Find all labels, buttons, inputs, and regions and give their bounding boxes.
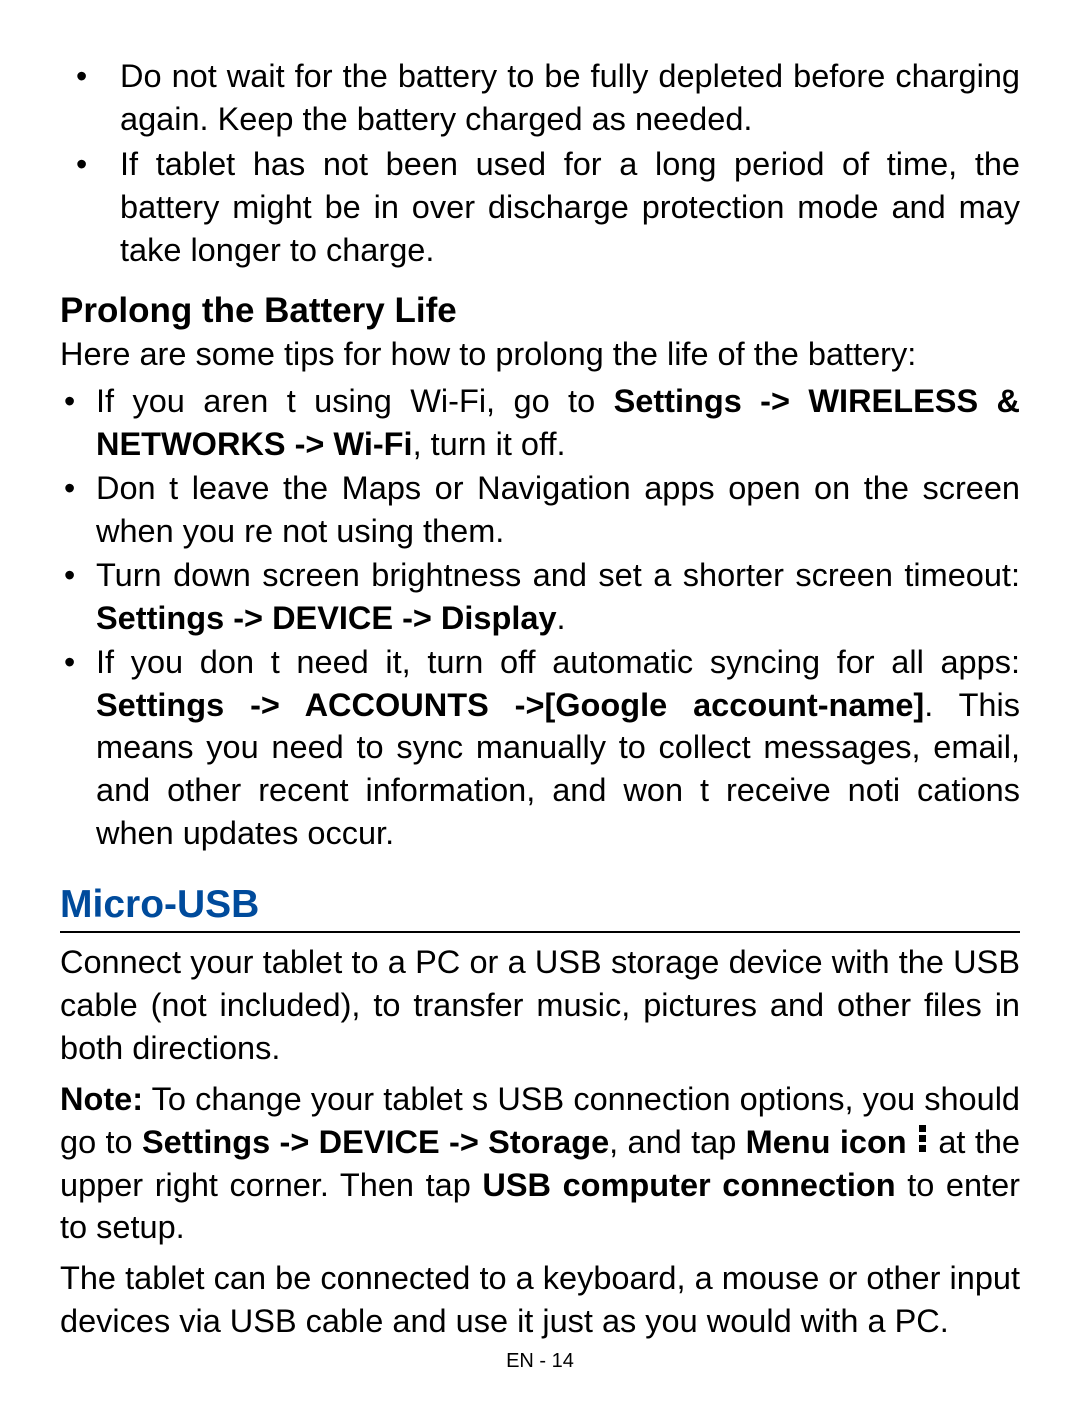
list-item: If you don t need it, turn off automatic… (60, 641, 1020, 855)
tip-bold: Settings -> ACCOUNTS ->[Google account-n… (96, 687, 924, 723)
prolong-intro: Here are some tips for how to prolong th… (60, 333, 1020, 376)
note-label: Note: (60, 1081, 143, 1117)
tip-post: . (557, 600, 566, 636)
battery-warnings-list: Do not wait for the battery to be fully … (60, 55, 1020, 271)
tip-pre: Turn down screen brightness and set a sh… (96, 557, 1020, 593)
tip-post: , turn it off. (413, 426, 566, 462)
list-item: Don t leave the Maps or Navigation apps … (60, 467, 1020, 553)
note-menu-icon-label: Menu icon (746, 1124, 907, 1160)
micro-usb-note: Note: To change your tablet s USB connec… (60, 1078, 1020, 1250)
note-mid-1: , and tap (609, 1124, 745, 1160)
tip-bold: Settings -> DEVICE -> Display (96, 600, 557, 636)
micro-usb-intro: Connect your tablet to a PC or a USB sto… (60, 941, 1020, 1070)
tip-pre: Don t leave the Maps or Navigation apps … (96, 470, 1020, 549)
micro-usb-keyboard: The tablet can be connected to a keyboar… (60, 1257, 1020, 1343)
prolong-tips-list: If you aren t using Wi-Fi, go to Setting… (60, 380, 1020, 855)
menu-dots-icon (919, 1122, 926, 1155)
tip-pre: If you aren t using Wi-Fi, go to (96, 383, 614, 419)
list-item: Turn down screen brightness and set a sh… (60, 554, 1020, 640)
tip-pre: If you don t need it, turn off automatic… (96, 644, 1020, 680)
list-item: Do not wait for the battery to be fully … (60, 55, 1020, 141)
micro-usb-heading: Micro-USB (60, 883, 1020, 933)
list-item: If tablet has not been used for a long p… (60, 143, 1020, 272)
document-page: Do not wait for the battery to be fully … (0, 0, 1080, 1408)
list-item: If you aren t using Wi-Fi, go to Setting… (60, 380, 1020, 466)
note-usb-connection: USB computer connection (482, 1167, 895, 1203)
prolong-heading: Prolong the Battery Life (60, 291, 1020, 331)
note-path-1: Settings -> DEVICE -> Storage (142, 1124, 609, 1160)
page-footer: EN - 14 (0, 1350, 1080, 1373)
